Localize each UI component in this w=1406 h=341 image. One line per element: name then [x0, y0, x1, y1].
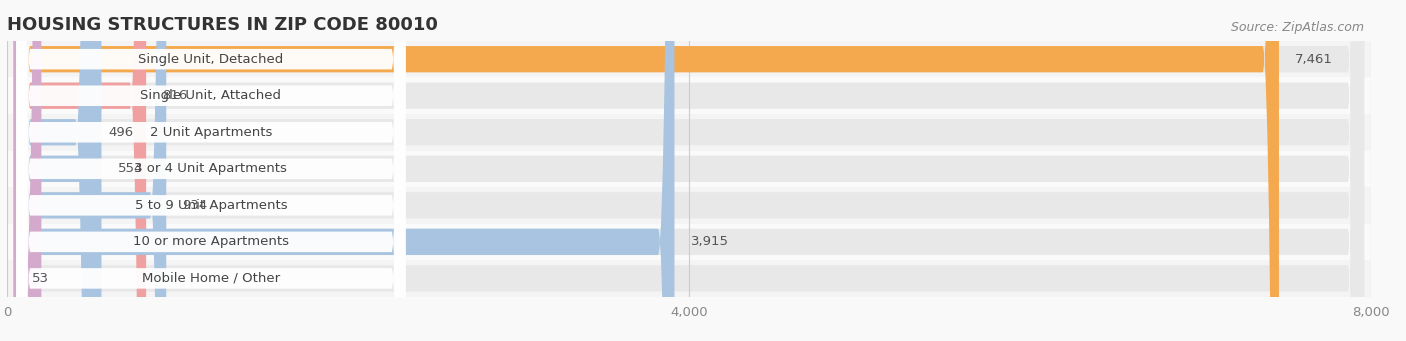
Bar — [0, 224, 1406, 260]
FancyBboxPatch shape — [14, 0, 1364, 341]
FancyBboxPatch shape — [17, 0, 405, 341]
FancyBboxPatch shape — [14, 0, 1364, 341]
Bar — [0, 77, 1406, 114]
Text: 816: 816 — [163, 89, 188, 102]
Text: 554: 554 — [118, 162, 143, 175]
FancyBboxPatch shape — [14, 0, 1364, 341]
FancyBboxPatch shape — [17, 0, 405, 341]
FancyBboxPatch shape — [14, 0, 146, 341]
Text: 3,915: 3,915 — [690, 235, 728, 248]
Text: HOUSING STRUCTURES IN ZIP CODE 80010: HOUSING STRUCTURES IN ZIP CODE 80010 — [7, 16, 437, 34]
FancyBboxPatch shape — [14, 0, 41, 341]
FancyBboxPatch shape — [14, 0, 1364, 341]
Text: 2 Unit Apartments: 2 Unit Apartments — [149, 126, 273, 139]
FancyBboxPatch shape — [17, 0, 405, 341]
FancyBboxPatch shape — [14, 0, 101, 341]
FancyBboxPatch shape — [17, 0, 405, 341]
Text: 496: 496 — [108, 126, 134, 139]
Bar — [0, 260, 1406, 297]
FancyBboxPatch shape — [17, 0, 405, 341]
FancyBboxPatch shape — [14, 0, 1279, 341]
FancyBboxPatch shape — [14, 0, 675, 341]
Text: Single Unit, Attached: Single Unit, Attached — [141, 89, 281, 102]
FancyBboxPatch shape — [17, 0, 405, 341]
FancyBboxPatch shape — [14, 0, 1364, 341]
FancyBboxPatch shape — [14, 0, 91, 341]
Text: 3 or 4 Unit Apartments: 3 or 4 Unit Apartments — [135, 162, 287, 175]
FancyBboxPatch shape — [14, 0, 1364, 341]
Bar — [0, 41, 1406, 77]
Text: Source: ZipAtlas.com: Source: ZipAtlas.com — [1230, 21, 1364, 34]
Text: Single Unit, Detached: Single Unit, Detached — [138, 53, 284, 66]
Bar — [0, 187, 1406, 224]
Bar — [0, 114, 1406, 150]
Text: 934: 934 — [183, 199, 208, 212]
FancyBboxPatch shape — [14, 0, 166, 341]
FancyBboxPatch shape — [14, 0, 1364, 341]
Text: 7,461: 7,461 — [1295, 53, 1333, 66]
Text: 10 or more Apartments: 10 or more Apartments — [134, 235, 288, 248]
Text: Mobile Home / Other: Mobile Home / Other — [142, 272, 280, 285]
Bar — [0, 150, 1406, 187]
FancyBboxPatch shape — [17, 0, 405, 341]
Text: 5 to 9 Unit Apartments: 5 to 9 Unit Apartments — [135, 199, 287, 212]
Text: 53: 53 — [32, 272, 49, 285]
